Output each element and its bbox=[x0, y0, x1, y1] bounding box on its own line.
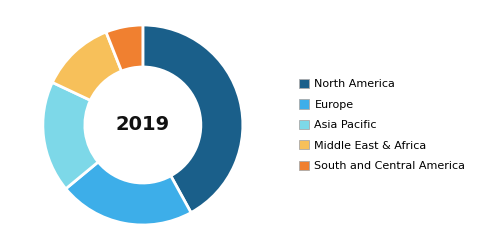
Wedge shape bbox=[43, 82, 98, 189]
Legend: North America, Europe, Asia Pacific, Middle East & Africa, South and Central Ame: North America, Europe, Asia Pacific, Mid… bbox=[299, 79, 466, 171]
Wedge shape bbox=[52, 32, 122, 100]
Wedge shape bbox=[143, 25, 243, 213]
Wedge shape bbox=[66, 162, 191, 225]
Wedge shape bbox=[106, 25, 143, 71]
Text: 2019: 2019 bbox=[116, 116, 170, 134]
